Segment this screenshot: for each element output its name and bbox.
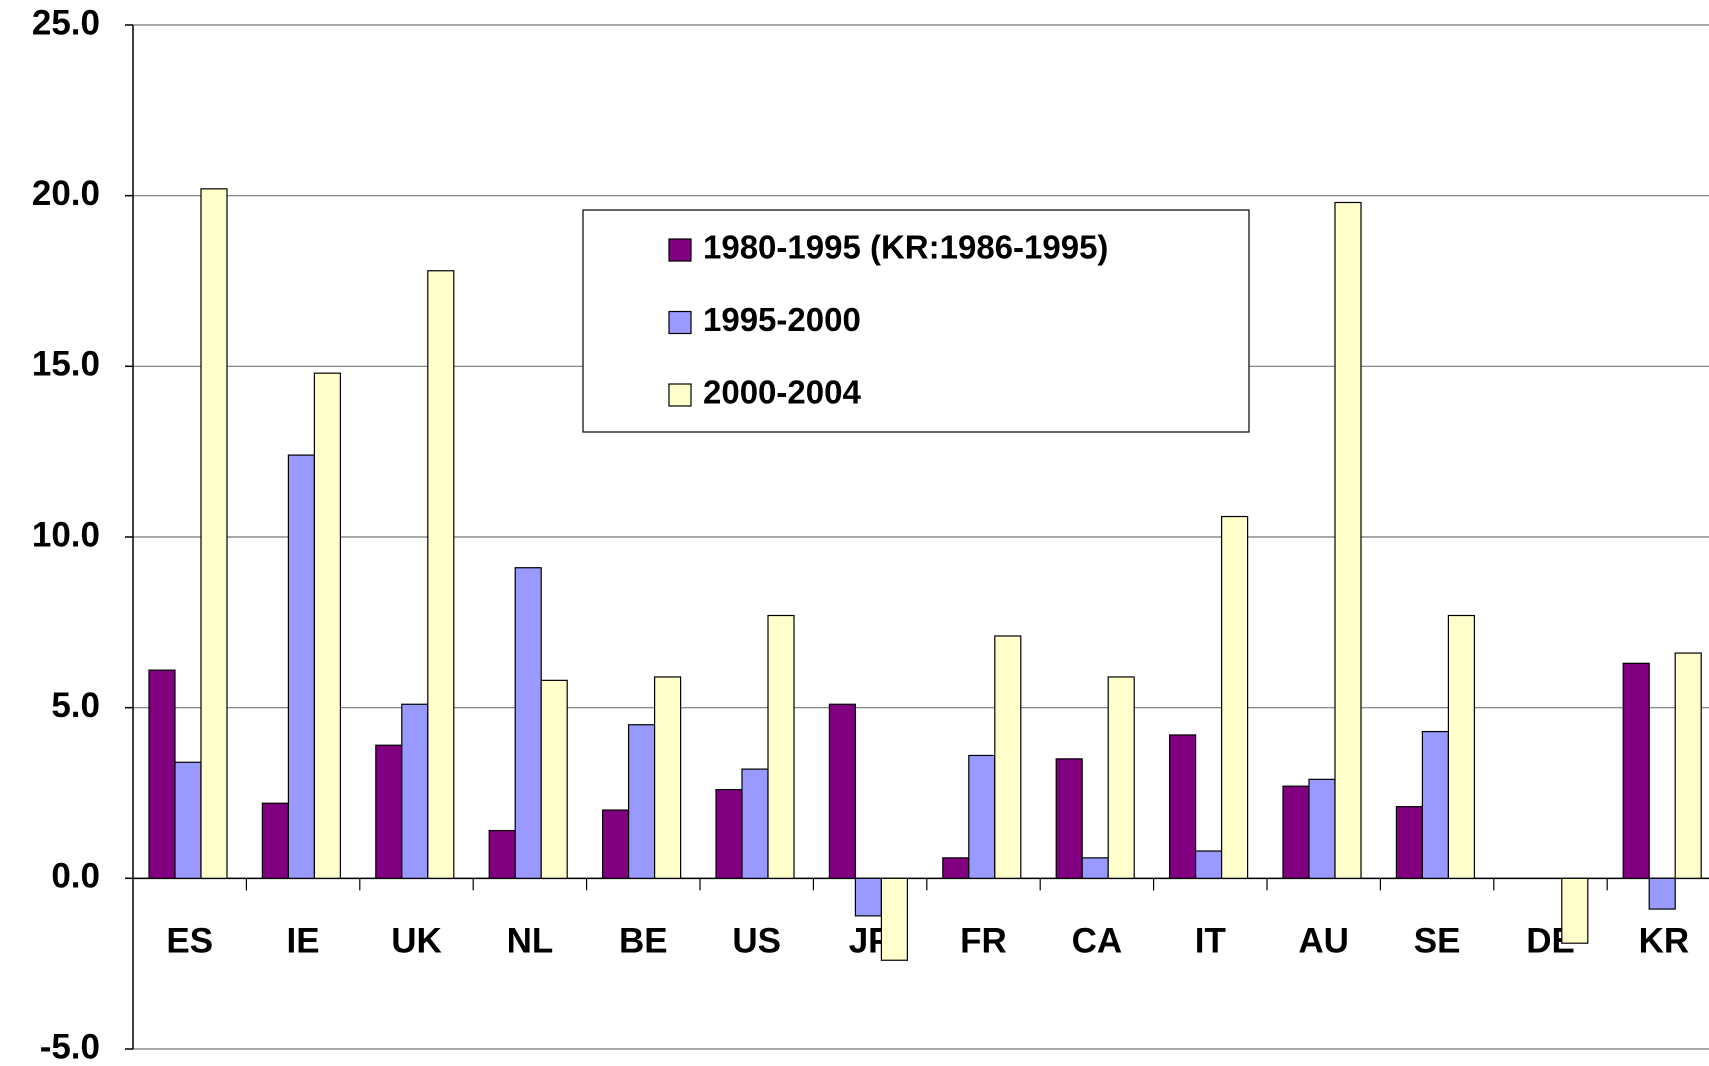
bar xyxy=(828,703,857,879)
bar xyxy=(148,669,176,879)
x-tick-label: ES xyxy=(166,921,213,960)
bar xyxy=(1395,806,1424,879)
bar xyxy=(287,454,315,879)
bar xyxy=(942,857,970,879)
bar xyxy=(1648,877,1676,910)
bar xyxy=(261,802,289,879)
legend: 1980-1995 (KR:1986-1995) 1995-2000 2000-20… xyxy=(582,209,1250,433)
y-tick-label: 15.0 xyxy=(32,345,100,384)
bar xyxy=(1081,857,1109,879)
y-tick-label: 5.0 xyxy=(51,686,100,725)
x-tick-label: CA xyxy=(1072,921,1123,960)
bar xyxy=(1220,515,1249,879)
x-tick-label: IT xyxy=(1195,921,1226,960)
x-tick-label: US xyxy=(732,921,781,960)
bar xyxy=(1674,652,1702,879)
bar xyxy=(1561,877,1589,944)
bar xyxy=(1421,730,1450,879)
x-tick-label: AU xyxy=(1298,921,1349,960)
bar xyxy=(1622,662,1650,879)
bar xyxy=(741,768,769,879)
x-tick-label: FR xyxy=(960,921,1007,960)
bar xyxy=(540,679,568,879)
bar xyxy=(601,809,630,879)
bar xyxy=(1447,614,1476,879)
bar xyxy=(1308,778,1336,879)
bar xyxy=(994,635,1022,879)
x-tick-label: BE xyxy=(619,921,668,960)
bar xyxy=(880,877,909,961)
bar xyxy=(313,372,341,879)
bar xyxy=(854,877,883,917)
x-tick-label: IE xyxy=(287,921,320,960)
bar xyxy=(174,761,202,879)
legend-label: 1995-2000 xyxy=(703,301,861,338)
x-tick-label: KR xyxy=(1639,921,1690,960)
bar xyxy=(1282,785,1310,879)
bar xyxy=(627,724,656,879)
bar xyxy=(1107,676,1135,879)
bar xyxy=(968,754,996,879)
bar xyxy=(375,744,403,879)
legend-swatch xyxy=(668,383,692,407)
bar xyxy=(427,270,455,879)
legend-label: 2000-2004 xyxy=(703,374,861,411)
y-tick-label: 0.0 xyxy=(51,857,100,896)
bar xyxy=(715,788,743,879)
legend-box xyxy=(582,209,1250,433)
bar xyxy=(401,703,429,879)
y-tick-label: 25.0 xyxy=(32,3,100,42)
x-tick-label: SE xyxy=(1414,921,1461,960)
bar xyxy=(200,188,228,879)
x-tick-label: UK xyxy=(391,921,442,960)
bar xyxy=(1168,734,1197,879)
bar xyxy=(767,614,795,879)
bar xyxy=(1334,201,1362,879)
legend-swatch xyxy=(668,310,692,335)
y-tick-label: -5.0 xyxy=(40,1027,100,1066)
x-tick-label: NL xyxy=(507,921,554,960)
bar xyxy=(653,676,682,879)
legend-swatch xyxy=(668,238,692,262)
bar xyxy=(1055,758,1083,879)
legend-label: 1980-1995 (KR:1986-1995) xyxy=(703,229,1108,266)
y-tick-label: 10.0 xyxy=(32,515,100,554)
bar xyxy=(1194,850,1223,879)
y-tick-label: 20.0 xyxy=(32,174,100,213)
bar xyxy=(488,829,516,879)
bar xyxy=(514,567,542,879)
